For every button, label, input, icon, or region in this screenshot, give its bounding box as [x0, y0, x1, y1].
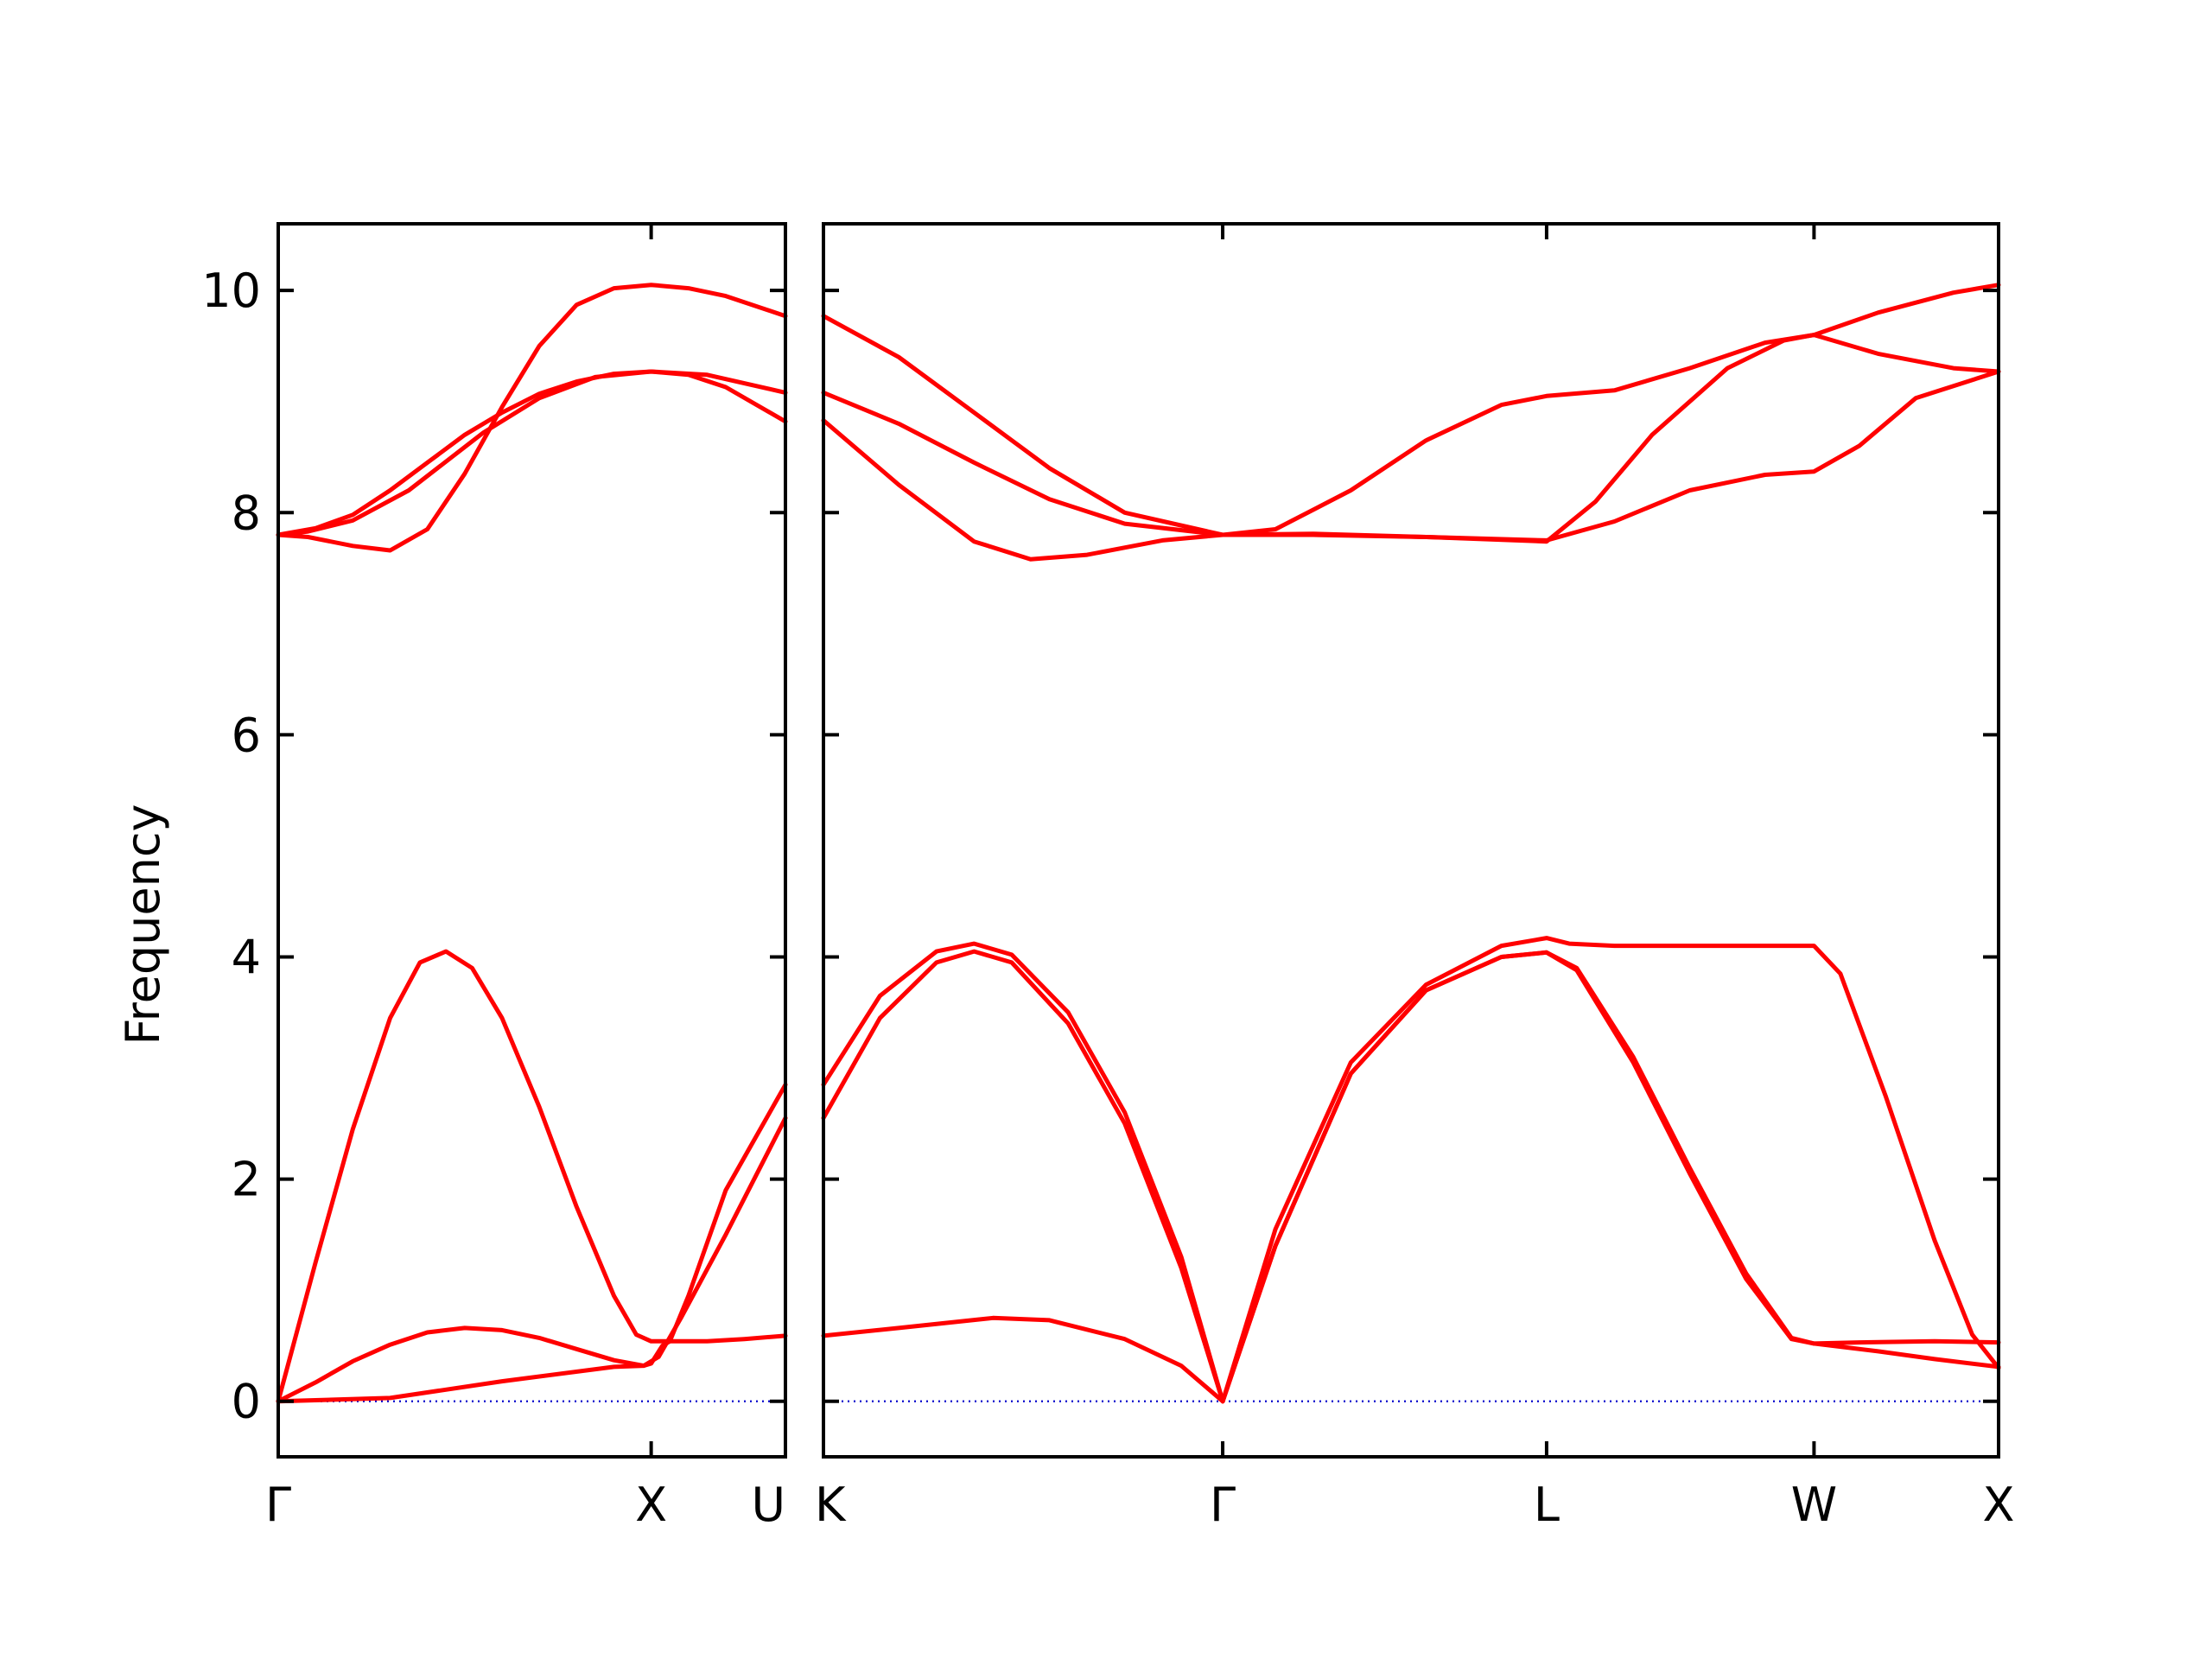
- x-tick-label: K: [815, 1478, 847, 1532]
- band-line-3: [276, 1116, 788, 1404]
- band-line-6: [1220, 950, 2001, 1404]
- band-line-2: [276, 949, 788, 1404]
- band-line-1: [276, 1325, 788, 1404]
- x-tick-label: X: [635, 1478, 667, 1532]
- y-tick-label: 2: [232, 1153, 261, 1207]
- y-axis-title: Frequency: [116, 804, 170, 1046]
- y-tick-label: 4: [232, 930, 261, 984]
- band-line-7: [821, 369, 2001, 562]
- band-line-8: [821, 333, 2001, 544]
- band-line-9: [821, 283, 2001, 537]
- x-tick-label: Γ: [1210, 1478, 1236, 1532]
- y-tick-label: 8: [232, 486, 261, 540]
- x-tick-label: Γ: [265, 1478, 291, 1532]
- band-line-1: [821, 1315, 1225, 1404]
- band-line-4: [276, 283, 788, 553]
- x-tick-label: W: [1791, 1478, 1837, 1532]
- plot-frame: [822, 222, 2000, 1459]
- y-tick-label: 10: [201, 264, 261, 318]
- band-line-4: [1220, 936, 2001, 1404]
- band-line-5: [276, 369, 788, 537]
- y-tick-label: 6: [232, 708, 261, 762]
- x-tick-label: L: [1534, 1478, 1560, 1532]
- band-line-2: [821, 949, 1225, 1404]
- x-tick-label: X: [1983, 1478, 2015, 1532]
- band-line-5: [1220, 950, 2001, 1404]
- y-axis: 0 2 4 6 8 10: [201, 264, 261, 1429]
- y-tick-label: 0: [232, 1375, 261, 1429]
- band-line-6: [276, 369, 788, 537]
- x-tick-label: U: [751, 1478, 785, 1532]
- plot-frame: [276, 222, 787, 1459]
- band-line-3: [821, 941, 1225, 1404]
